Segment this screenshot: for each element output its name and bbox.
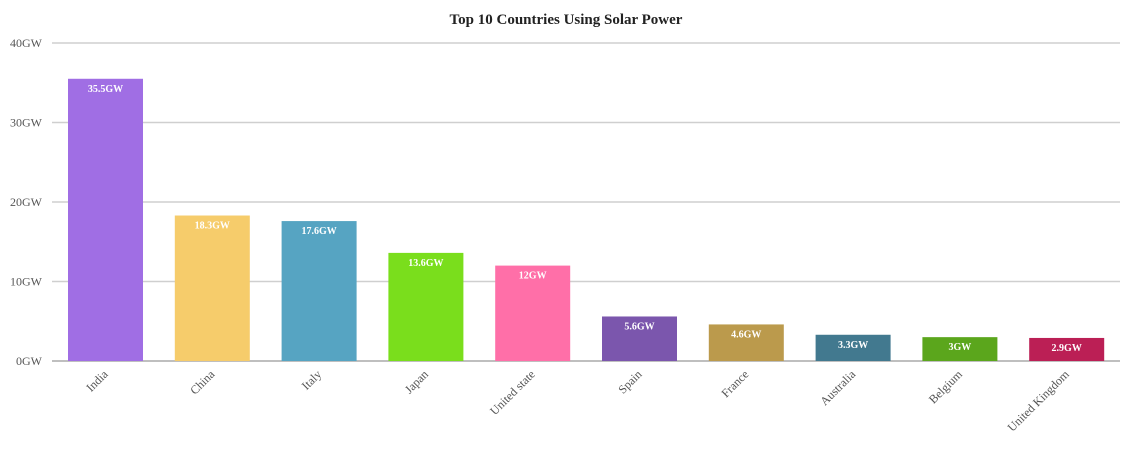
y-tick-label: 10GW [10,275,43,289]
bar-data-label: 35.5GW [88,84,123,95]
x-tick-label: Spain [615,367,644,396]
bar-data-label: 17.6GW [301,226,336,237]
bar-data-label: 5.6GW [624,321,654,332]
bar-data-label: 3.3GW [838,340,868,351]
bar-united-state[interactable] [495,265,571,361]
bar-china[interactable] [174,215,250,361]
x-tick-label: China [187,367,218,398]
bar-data-label: 13.6GW [408,258,443,269]
bar-data-label: 2.9GW [1052,343,1082,354]
x-tick-label: Italy [299,367,324,392]
bar-spain[interactable] [602,316,677,361]
bar-data-label: 18.3GW [195,221,230,232]
y-tick-label: 30GW [10,116,43,130]
bar-belgium[interactable] [922,337,998,361]
bar-italy[interactable] [281,221,357,361]
bar-australia[interactable] [815,334,891,361]
bar-data-label: 3GW [949,342,972,353]
x-tick-label: Japan [402,367,431,396]
x-tick-label: India [83,367,111,395]
x-tick-label: Belgium [926,367,966,407]
bar-data-labels: 35.5GW 18.3GW 17.6GW 13.6GW 12GW 5.6GW 4.6GW 3.… [88,84,1082,354]
x-tick-label: United Kingdom [1005,367,1073,435]
x-tick-label: France [718,367,751,400]
x-tick-label: United state [487,367,538,418]
y-axis-ticks: 0GW 10GW 20GW 30GW 40GW [10,36,43,368]
chart-title: Top 10 Countries Using Solar Power [450,12,683,28]
bar-data-label: 4.6GW [731,329,761,340]
bar-data-label: 12GW [519,271,547,282]
y-tick-label: 40GW [10,36,43,50]
bar-france[interactable] [708,324,784,361]
x-axis-ticks: India China Italy Japan United state Spain Fra… [83,367,1072,435]
bar-japan[interactable] [388,252,464,361]
bar-united-kingdom[interactable] [1029,337,1105,361]
y-tick-label: 0GW [16,354,43,368]
bars [68,78,1105,362]
bar-india[interactable] [68,78,143,362]
y-tick-label: 20GW [10,195,43,209]
x-tick-label: Australia [817,367,858,408]
